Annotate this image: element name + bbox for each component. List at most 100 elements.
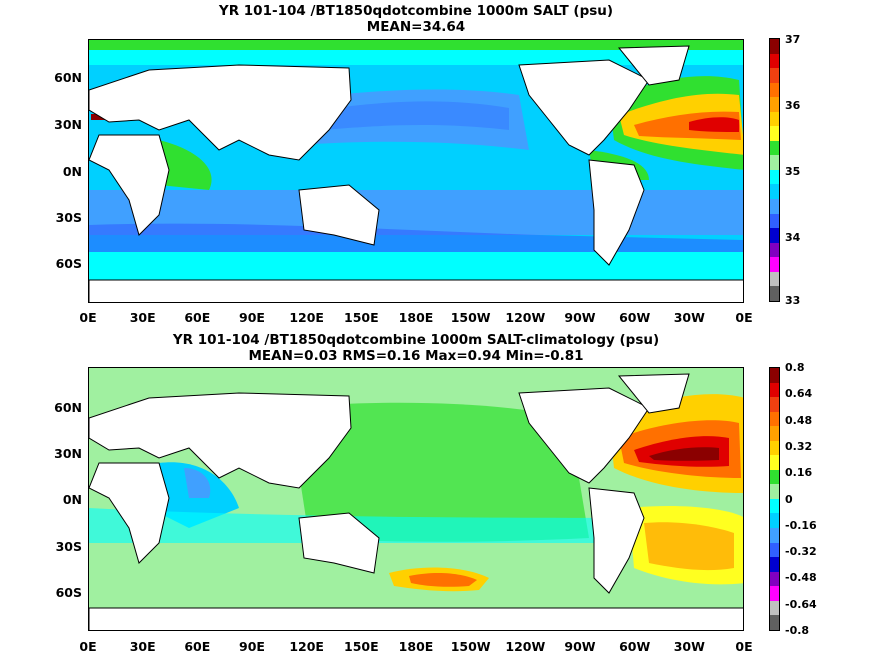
p1-lat-30s: 30S [55,210,82,225]
lon-tick-label: 0E [79,310,97,325]
antarctica [89,279,743,302]
lon-tick-label: 150W [450,639,491,654]
australia [298,184,380,246]
p1-lat-0n: 0N [62,164,82,179]
panel2-anomaly-map [88,367,744,631]
panel2-title: YR 101-104 /BT1850qdotcombine 1000m SALT… [172,332,660,348]
p2-lat-30n: 30N [54,446,82,461]
colorbar-segment [770,382,779,398]
colorbar-segment [770,542,779,558]
spac-orange [409,573,477,587]
p2-lat-0n: 0N [62,492,82,507]
colorbar-segment [770,513,779,529]
colorbar-tick-label: 0.16 [785,466,813,480]
colorbar-segment [770,484,779,499]
p1-lat-30n: 30N [54,117,82,132]
lon-tick-label: 150E [344,639,379,654]
eurasia-2 [89,392,352,489]
indian-salty [159,140,212,190]
panel2-stats: MEAN=0.03 RMS=0.16 Max=0.94 Min=-0.81 [248,348,584,364]
colorbar-segment [770,111,779,127]
lon-tick-label: 90W [564,310,596,325]
colorbar-segment [770,126,779,141]
pac-anom [289,402,589,542]
indian-core [184,468,211,498]
colorbar-segment [770,368,779,383]
lon-tick-label: 150W [450,310,491,325]
colorbar-segment [770,426,779,441]
greenland [617,45,690,86]
p1-cbar-36: 36 [785,99,801,112]
south-anom [89,508,743,543]
continents-2 [89,373,743,630]
colorbar-segment [770,213,779,229]
p2-lat-60s: 60S [55,585,82,600]
north-america-2 [518,387,650,484]
colorbar-tick-label: -0.64 [785,597,817,611]
panel2-colorbar [769,367,780,631]
lon-tick-label: 180E [398,639,434,654]
colorbar-segment [770,498,779,514]
colorbar-segment [770,53,779,69]
colorbar-segment [770,271,779,287]
colorbar-segment [770,97,779,112]
colorbar-segment [770,600,779,616]
lon-tick-label: 120E [289,310,324,325]
south-core [89,223,743,252]
colorbar-tick-label: -0.16 [785,518,817,532]
lon-tick-label: 120W [505,639,546,654]
panel1-map-graphic [89,40,743,302]
panel1-title: YR 101-104 /BT1850qdotcombine 1000m SALT… [218,3,614,19]
colorbar-tick-label: -0.32 [785,545,817,559]
arctic-edge [89,40,743,50]
colorbar-segment [770,39,779,54]
p1-cbar-33: 33 [785,294,801,307]
colorbar-tick-label: 0.8 [785,361,805,374]
lon-tick-label: 60E [184,639,211,654]
lon-tick-label: 30E [129,310,156,325]
south-america-2 [588,487,645,594]
lon-tick-label: 0E [735,639,753,654]
colorbar-tick-label: 0.64 [785,387,813,401]
australia-2 [298,512,380,574]
colorbar-segment [770,571,779,587]
lon-tick-label: 30E [129,639,156,654]
lon-tick-label: 30W [673,310,705,325]
p2-lat-60n: 60N [54,400,82,415]
colorbar-tick-label: -0.48 [785,571,817,585]
p1-lat-60n: 60N [54,70,82,85]
colorbar-tick-label: -0.8 [785,624,810,637]
continents [89,45,743,302]
colorbar-tick-label: 0 [785,492,793,506]
lon-tick-label: 120E [289,639,324,654]
p1-cbar-35: 35 [785,165,801,178]
satl-orange [644,522,734,571]
colorbar-segment [770,440,779,456]
colorbar-segment [770,184,779,200]
colorbar-segment [770,169,779,185]
panel2-map-graphic [89,368,743,630]
north-america [518,59,650,156]
colorbar-segment [770,455,779,470]
lon-tick-label: 60W [619,639,651,654]
panel1-mean: MEAN=34.64 [366,19,466,35]
p1-cbar-34: 34 [785,231,801,244]
p2-lat-30s: 30S [55,539,82,554]
natl-red [689,117,739,132]
colorbar-segment [770,140,779,156]
lon-tick-label: 30W [673,639,705,654]
npac-fresh [289,89,529,150]
panel1-salinity-map [88,39,744,303]
colorbar-segment [770,242,779,258]
colorbar-segment [770,68,779,83]
lon-tick-label: 0E [79,639,97,654]
colorbar-segment [770,586,779,601]
npac-core [319,101,509,130]
colorbar-tick-label: 0.48 [785,413,813,427]
colorbar-segment [770,82,779,98]
africa [89,134,170,236]
eurasia [89,64,352,161]
lon-tick-label: 90E [239,639,265,654]
greenland-2 [617,373,690,414]
colorbar-segment [770,557,779,572]
